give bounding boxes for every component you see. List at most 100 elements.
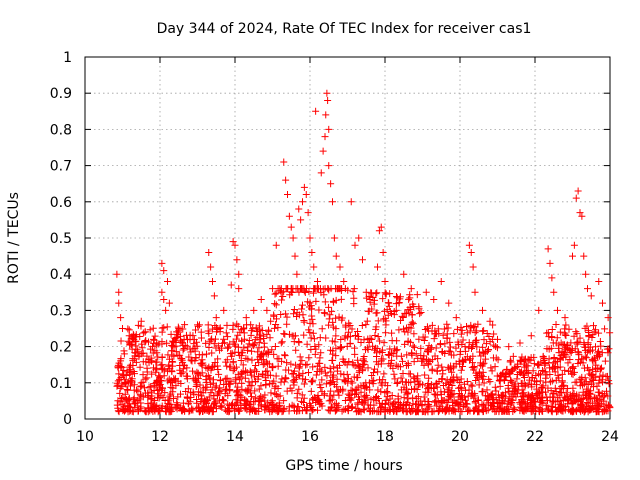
data-point — [159, 384, 167, 392]
data-point — [165, 361, 173, 369]
data-point — [280, 397, 288, 405]
data-point — [131, 399, 139, 407]
data-point — [272, 382, 280, 390]
data-point — [537, 393, 545, 401]
data-point — [381, 379, 389, 387]
data-point — [340, 277, 348, 285]
data-point — [126, 361, 134, 369]
data-point — [542, 378, 550, 386]
data-point — [538, 383, 546, 391]
data-point — [392, 292, 400, 300]
data-point — [399, 369, 407, 377]
data-point — [516, 356, 524, 364]
data-point — [315, 306, 323, 314]
data-point — [597, 342, 605, 350]
data-point — [147, 357, 155, 365]
data-point — [206, 338, 214, 346]
data-point — [212, 344, 220, 352]
data-point — [548, 407, 556, 415]
data-point — [169, 394, 177, 402]
data-point — [214, 355, 222, 363]
data-point — [433, 367, 441, 375]
data-point — [595, 277, 603, 285]
data-point — [475, 402, 483, 410]
data-point — [354, 328, 362, 336]
data-point — [518, 368, 526, 376]
y-tick-label: 0.8 — [50, 122, 72, 138]
data-point — [529, 367, 537, 375]
data-point — [582, 394, 590, 402]
data-point — [312, 107, 320, 115]
data-point — [311, 342, 319, 350]
data-point — [566, 391, 574, 399]
data-point — [264, 326, 272, 334]
data-point — [193, 399, 201, 407]
data-point — [343, 342, 351, 350]
data-point — [549, 365, 557, 373]
data-point — [257, 401, 265, 409]
data-point — [117, 314, 125, 322]
chart-title: Day 344 of 2024, Rate Of TEC Index for r… — [157, 21, 532, 37]
data-point — [292, 285, 300, 293]
data-point — [307, 334, 315, 342]
data-point — [195, 388, 203, 396]
data-point — [258, 351, 266, 359]
data-point — [435, 408, 443, 416]
data-point — [388, 356, 396, 364]
data-point — [492, 387, 500, 395]
data-point — [300, 331, 308, 339]
data-point — [354, 356, 362, 364]
data-point — [604, 407, 612, 415]
data-point — [412, 350, 420, 358]
data-point — [457, 366, 465, 374]
data-point — [365, 404, 373, 412]
data-point — [445, 347, 453, 355]
data-point — [224, 344, 232, 352]
data-point — [213, 390, 221, 398]
data-point — [327, 387, 335, 395]
data-point — [604, 314, 612, 322]
data-point — [536, 371, 544, 379]
data-point — [183, 372, 191, 380]
data-point — [274, 324, 282, 332]
data-point — [556, 328, 564, 336]
data-point — [308, 315, 316, 323]
data-point — [165, 375, 173, 383]
data-point — [164, 367, 172, 375]
data-point — [220, 306, 228, 314]
data-point — [291, 375, 299, 383]
data-point — [601, 357, 609, 365]
data-point — [328, 307, 336, 315]
data-point — [483, 329, 491, 337]
data-point — [336, 263, 344, 271]
data-point — [543, 405, 551, 413]
data-point — [298, 391, 306, 399]
data-point — [381, 389, 389, 397]
data-point — [561, 406, 569, 414]
data-point — [430, 390, 438, 398]
data-point — [348, 403, 356, 411]
data-point — [573, 339, 581, 347]
data-point — [389, 350, 397, 358]
data-point — [547, 387, 555, 395]
data-point — [524, 381, 532, 389]
data-point — [139, 349, 147, 357]
data-point — [226, 386, 234, 394]
data-point — [310, 335, 318, 343]
data-point — [453, 325, 461, 333]
data-point — [505, 394, 513, 402]
data-point — [290, 402, 298, 410]
data-point — [125, 395, 133, 403]
data-point — [495, 408, 503, 416]
data-point — [325, 303, 333, 311]
data-point — [478, 400, 486, 408]
data-point — [314, 277, 321, 285]
data-point — [425, 384, 433, 392]
data-point — [245, 378, 253, 386]
data-point — [388, 337, 396, 345]
data-point — [261, 373, 269, 381]
data-point — [237, 404, 245, 412]
data-point — [583, 385, 591, 393]
data-point — [475, 408, 483, 416]
data-point — [161, 366, 169, 374]
